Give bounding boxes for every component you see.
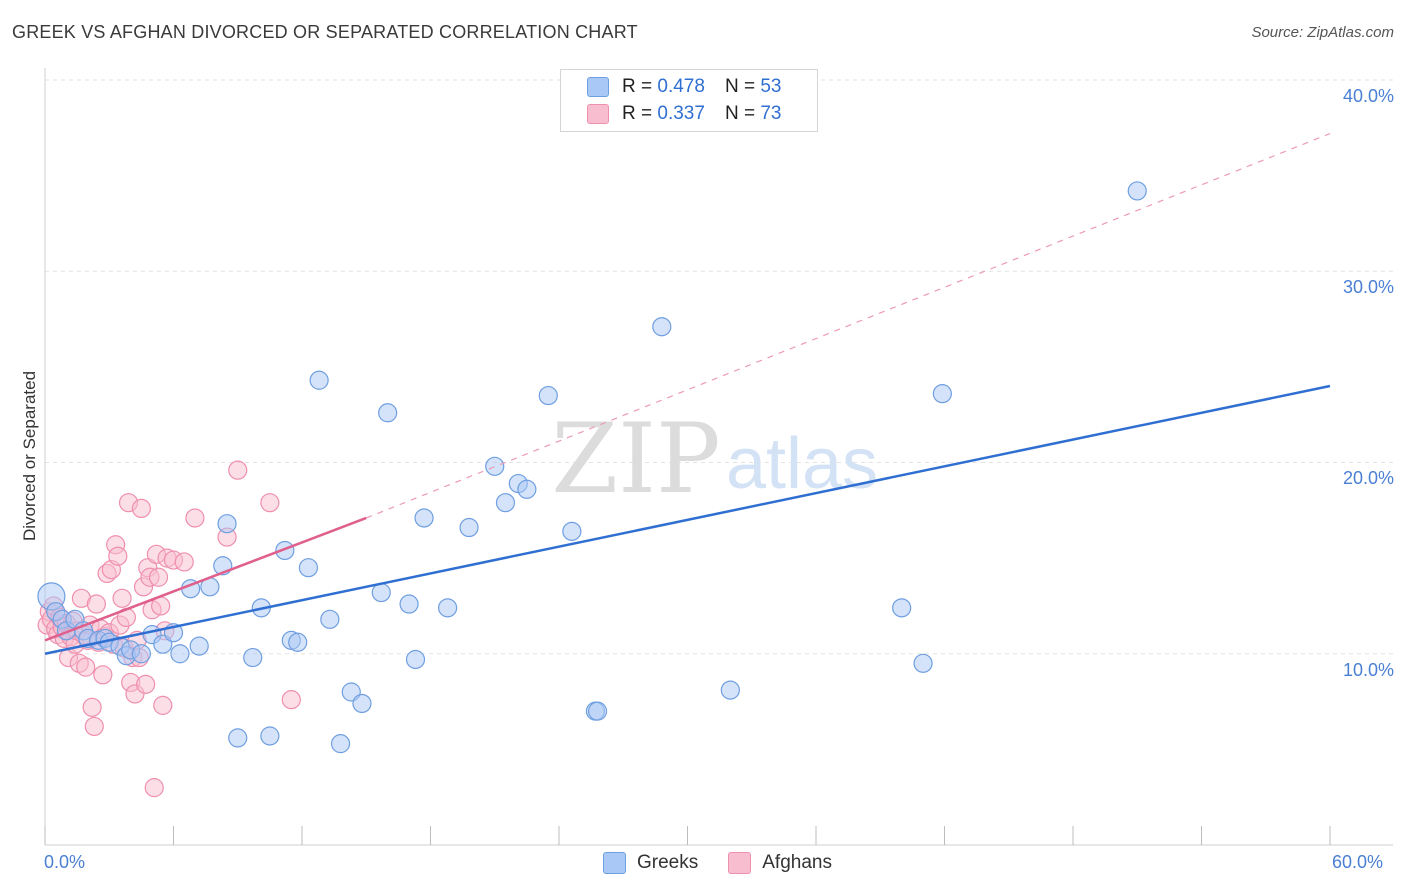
afghans-n-label: N = <box>724 103 756 124</box>
watermark-atlas: atlas <box>726 424 878 504</box>
greek-point-44 <box>495 493 516 513</box>
afghan-point-18 <box>76 657 96 677</box>
afghan-point-23 <box>86 594 107 614</box>
afghans-r-label: R = <box>622 103 653 124</box>
greek-point-54 <box>913 653 933 673</box>
greek-point-47 <box>538 385 558 406</box>
afghan-point-59 <box>185 508 205 528</box>
afghans-trend-extension <box>366 132 1331 519</box>
source-label: Source: ZipAtlas.com <box>1251 24 1394 41</box>
afghan-point-63 <box>281 690 301 710</box>
greek-point-39 <box>405 649 426 670</box>
greeks-legend-swatch <box>603 852 626 874</box>
afghans-legend-label: Afghans <box>762 852 832 873</box>
greek-point-31 <box>309 370 329 390</box>
greek-point-37 <box>378 403 398 423</box>
greek-point-42 <box>459 517 479 538</box>
greek-point-38 <box>399 594 419 614</box>
greeks-n-value: 53 <box>760 76 782 97</box>
y-tick-40: 40.0% <box>1342 86 1394 106</box>
y-tick-10: 10.0% <box>1342 660 1394 680</box>
greek-point-26 <box>260 726 280 746</box>
afghan-point-54 <box>153 695 173 715</box>
greeks-legend-label: Greeks <box>637 852 699 873</box>
afghan-point-35 <box>112 588 132 608</box>
greek-point-56 <box>1127 181 1147 201</box>
greek-point-33 <box>330 734 351 754</box>
greek-point-51 <box>652 317 672 337</box>
afghan-point-58 <box>174 552 194 572</box>
legend-item-greeks[interactable]: Greeks <box>603 852 698 874</box>
stats-legend: R = 0.478 N = 53 R = 0.337 N = 73 <box>560 69 818 132</box>
afghan-point-62 <box>260 493 280 513</box>
x-tick-min: 0.0% <box>44 852 86 872</box>
series-legend: Greeks Afghans <box>603 852 862 874</box>
greek-point-35 <box>352 693 372 714</box>
legend-row-afghans: R = 0.337 N = 73 <box>587 102 781 126</box>
greek-point-23 <box>228 728 248 748</box>
afghan-point-50 <box>144 778 164 798</box>
greek-point-41 <box>438 598 458 618</box>
greek-point-22 <box>217 514 237 534</box>
greek-point-32 <box>320 609 340 629</box>
greek-point-29 <box>288 632 308 652</box>
greek-point-50 <box>587 701 608 721</box>
greek-point-43 <box>485 456 505 476</box>
chart-title: GREEK VS AFGHAN DIVORCED OR SEPARATED CO… <box>12 22 638 42</box>
afghan-point-21 <box>82 697 102 717</box>
greeks-r-label: R = <box>622 76 653 97</box>
greek-point-40 <box>414 508 434 528</box>
grid-lines <box>45 79 1393 655</box>
greek-point-46 <box>517 479 537 499</box>
afghan-point-46 <box>136 674 156 694</box>
afghan-point-33 <box>108 546 128 566</box>
afghan-point-61 <box>228 460 248 480</box>
greeks-r-value: 0.478 <box>657 76 705 97</box>
axes <box>44 68 1393 846</box>
greek-point-30 <box>298 558 319 578</box>
y-tick-20: 20.0% <box>1342 468 1394 488</box>
greek-point-48 <box>562 521 582 541</box>
trend-lines <box>44 132 1331 655</box>
greeks-swatch <box>587 77 609 97</box>
greeks-points <box>37 181 1147 754</box>
legend-item-afghans[interactable]: Afghans <box>728 852 832 874</box>
afghan-point-44 <box>131 498 151 518</box>
afghans-n-value: 73 <box>760 103 782 124</box>
greek-point-55 <box>932 384 952 404</box>
afghans-trend-line <box>44 516 367 642</box>
greek-point-17 <box>170 644 190 664</box>
afghans-legend-swatch <box>728 852 752 874</box>
afghans-swatch <box>587 104 609 124</box>
greek-point-53 <box>892 598 912 618</box>
watermark-zip: ZIP <box>551 403 720 515</box>
y-tick-30: 30.0% <box>1342 277 1394 297</box>
afghan-point-22 <box>84 716 104 737</box>
legend-row-greeks: R = 0.478 N = 53 <box>587 75 781 99</box>
greek-point-52 <box>720 680 740 700</box>
greeks-trend-line <box>44 384 1331 655</box>
x-tick-max: 60.0% <box>1332 852 1384 872</box>
afghans-r-value: 0.337 <box>657 103 705 124</box>
afghan-point-52 <box>148 567 169 587</box>
afghan-point-26 <box>93 665 113 685</box>
greek-point-19 <box>189 636 209 656</box>
greeks-n-label: N = <box>724 76 756 97</box>
greek-point-24 <box>243 647 263 668</box>
greek-point-13 <box>131 644 151 664</box>
